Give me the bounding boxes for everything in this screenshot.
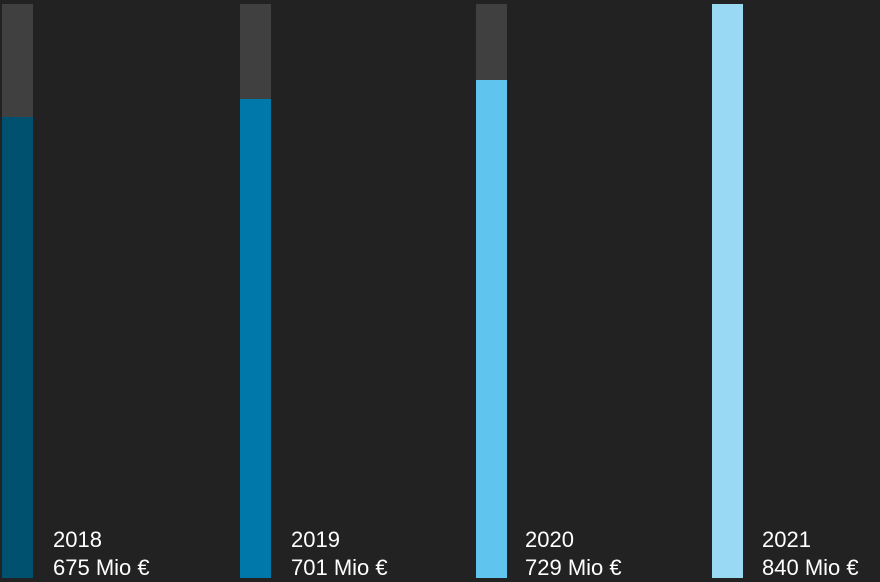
value-label-2020: 729 Mio € <box>525 555 622 580</box>
bar-track-2020 <box>476 4 507 578</box>
bar-2020 <box>476 80 507 578</box>
bar-track-2019 <box>240 4 271 578</box>
bar-track-2021 <box>712 4 743 578</box>
bar-2021 <box>712 4 743 578</box>
category-label-2018: 2018 <box>53 527 102 552</box>
bar-label-2020: 2020 729 Mio € <box>525 526 622 582</box>
bar-label-2018: 2018 675 Mio € <box>53 526 150 582</box>
value-label-2018: 675 Mio € <box>53 555 150 580</box>
value-label-2021: 840 Mio € <box>762 555 859 580</box>
bar-label-2021: 2021 840 Mio € <box>762 526 859 582</box>
bar-2019 <box>240 99 271 578</box>
category-label-2019: 2019 <box>291 527 340 552</box>
bar-label-2019: 2019 701 Mio € <box>291 526 388 582</box>
bar-track-2018 <box>2 4 33 578</box>
value-label-2019: 701 Mio € <box>291 555 388 580</box>
category-label-2020: 2020 <box>525 527 574 552</box>
category-label-2021: 2021 <box>762 527 811 552</box>
bar-2018 <box>2 117 33 578</box>
